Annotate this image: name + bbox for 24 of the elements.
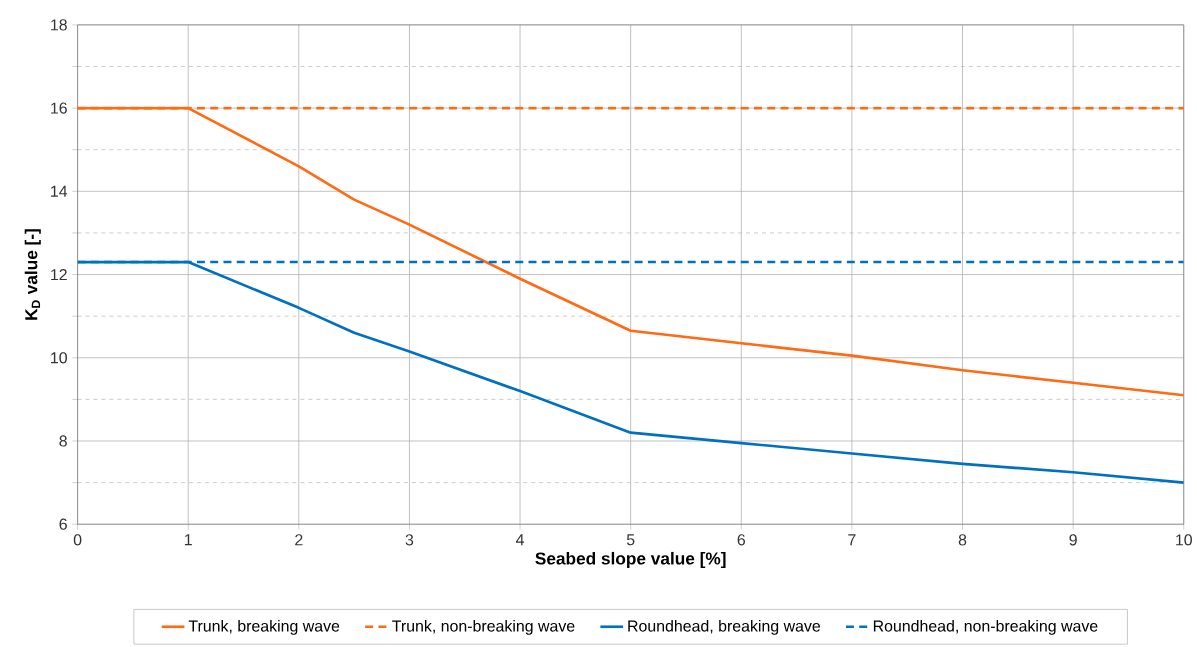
x-tick-label: 10	[1176, 534, 1192, 546]
x-tick-label: 9	[1069, 534, 1077, 546]
y-tick-label: 12	[51, 269, 67, 281]
x-tick-label: 1	[184, 534, 192, 546]
x-tick-label: 3	[405, 534, 414, 546]
legend-label: Trunk, breaking wave	[188, 620, 340, 636]
y-tick-label: 8	[59, 435, 67, 447]
legend-label: Roundhead, non-breaking wave	[873, 620, 1098, 636]
y-tick-label: 10	[51, 352, 67, 364]
x-tick-label: 6	[737, 534, 746, 546]
x-tick-label: 4	[516, 534, 525, 546]
y-tick-label: 6	[59, 518, 67, 531]
x-tick-label: 8	[958, 534, 967, 546]
x-tick-label: 0	[73, 534, 82, 546]
x-tick-label: 2	[295, 534, 303, 546]
legend-label: Roundhead, breaking wave	[628, 620, 821, 636]
legend-label: Trunk, non-breaking wave	[392, 620, 575, 636]
y-tick-label: 18	[51, 19, 67, 31]
x-axis-title: Seabed slope value [%]	[535, 552, 726, 569]
y-tick-label: 14	[51, 186, 68, 197]
x-tick-label: 7	[848, 534, 856, 546]
x-tick-label: 5	[626, 534, 635, 546]
y-tick-label: 16	[51, 102, 67, 114]
y-axis-title: K$_{D}$ value [-]	[24, 229, 41, 320]
